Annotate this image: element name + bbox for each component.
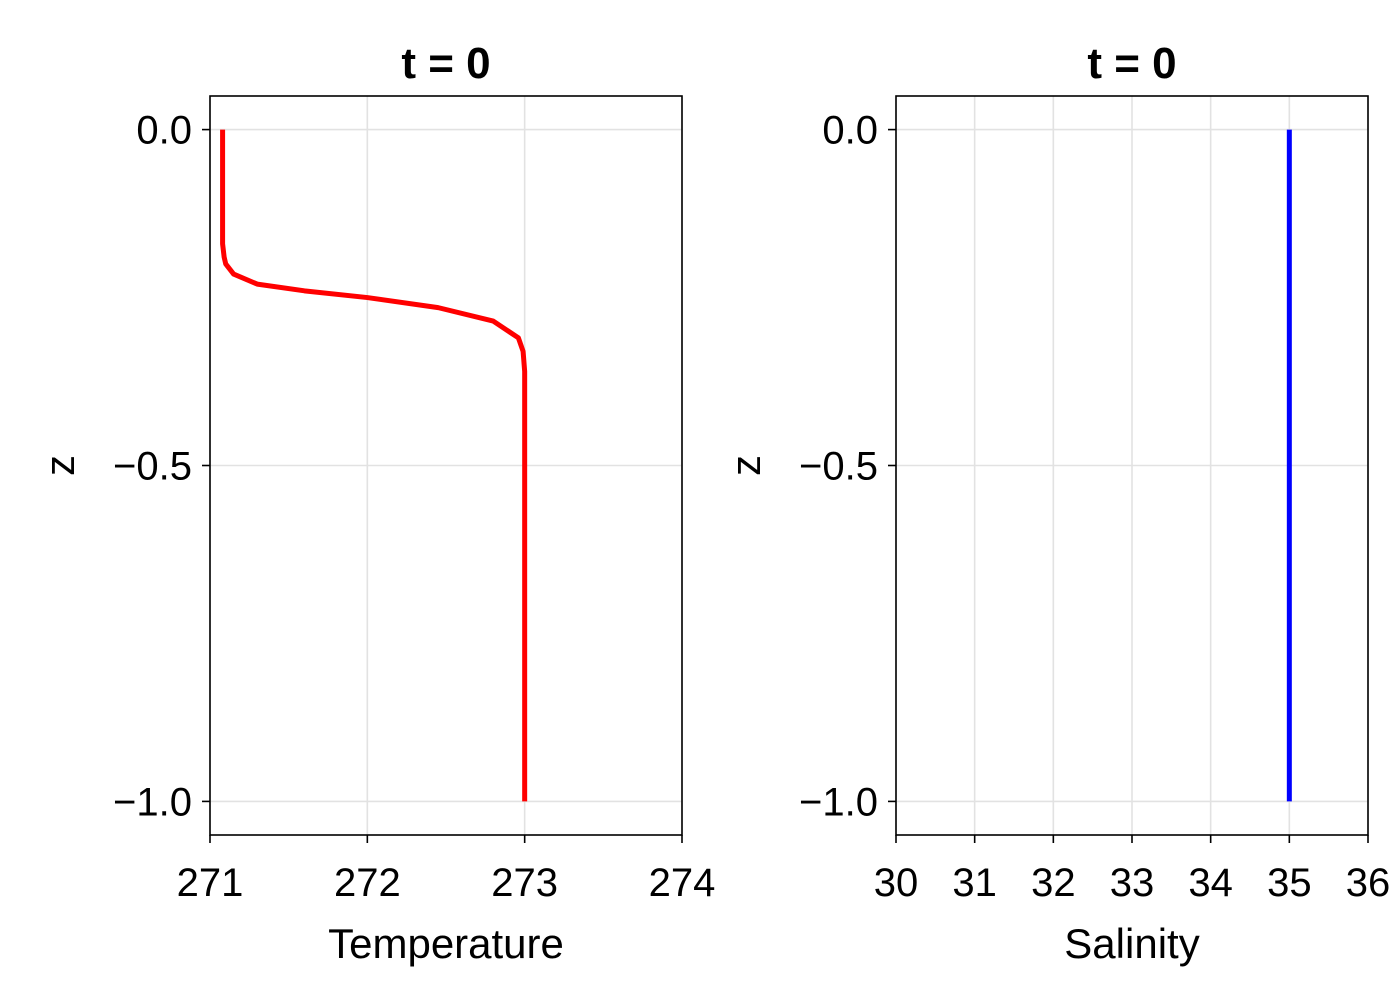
x-tick-label: 34	[1188, 861, 1233, 905]
y-axis-label: z	[36, 455, 83, 476]
gridlines	[209, 96, 683, 835]
temperature-panel: 271 272 273 274 0.0 −0.5 −1.0 t = 0 Temperatur…	[36, 39, 715, 967]
y-axis-label: z	[722, 455, 769, 476]
ticks: 30 31 32 33 34 35 36 0.0 −0.5 −1.0	[799, 109, 1390, 905]
salinity-panel: 30 31 32 33 34 35 36 0.0 −0.5 −1.0 t = 0 Salinity…	[722, 39, 1390, 967]
x-tick-label: 36	[1346, 861, 1391, 905]
y-tick-label: −1.0	[113, 780, 192, 824]
gridlines	[895, 96, 1369, 835]
x-tick-label: 271	[177, 861, 244, 905]
chart-title: t = 0	[1087, 39, 1176, 88]
x-axis-label: Salinity	[1064, 920, 1199, 967]
y-tick-label: 0.0	[136, 109, 192, 153]
ticks: 271 272 273 274 0.0 −0.5 −1.0	[113, 109, 715, 905]
y-tick-label: 0.0	[822, 109, 878, 153]
x-tick-label: 33	[1110, 861, 1155, 905]
x-tick-label: 35	[1267, 861, 1312, 905]
y-tick-label: −0.5	[113, 445, 192, 489]
y-tick-label: −0.5	[799, 445, 878, 489]
x-tick-label: 30	[874, 861, 919, 905]
chart-title: t = 0	[401, 39, 490, 88]
x-tick-label: 32	[1031, 861, 1076, 905]
temperature-profile-line	[220, 129, 528, 802]
y-tick-label: −1.0	[799, 780, 878, 824]
x-tick-label: 272	[334, 861, 401, 905]
x-tick-label: 274	[649, 861, 716, 905]
x-tick-label: 273	[491, 861, 558, 905]
x-tick-label: 31	[952, 861, 997, 905]
x-axis-label: Temperature	[328, 920, 564, 967]
